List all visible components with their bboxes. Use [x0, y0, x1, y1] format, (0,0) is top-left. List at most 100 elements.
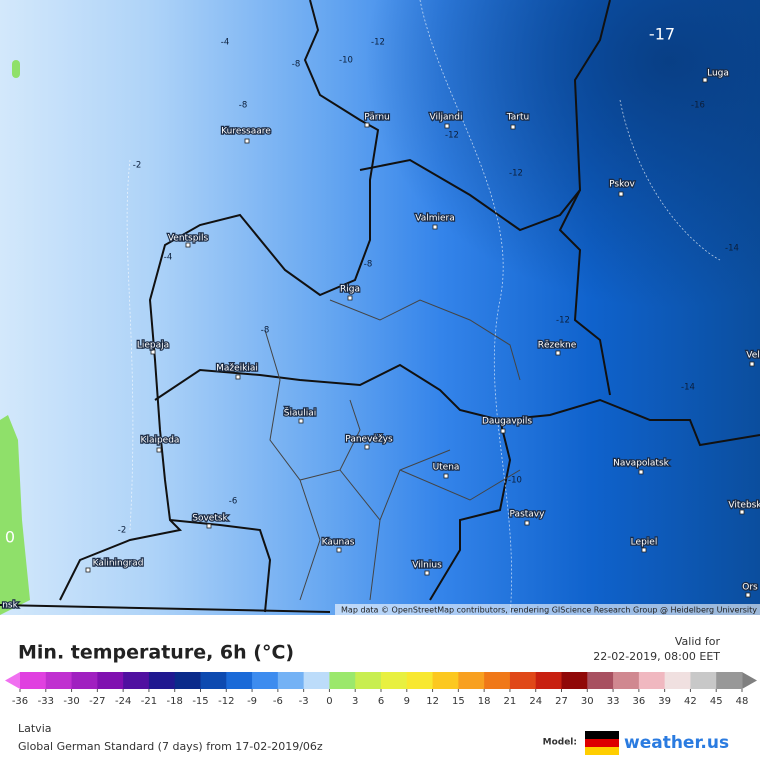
scale-tick-label: -18 — [167, 696, 183, 707]
contour-label: -4 — [164, 253, 172, 263]
region: Latvia — [18, 722, 52, 735]
city-label: Kaliningrad — [93, 559, 144, 569]
city-marker — [702, 77, 708, 83]
scale-segment — [432, 672, 459, 689]
scale-under — [5, 672, 20, 689]
scale-segment — [148, 672, 176, 689]
contour-label: -14 — [681, 383, 695, 393]
scale-segment — [97, 672, 124, 689]
city-label: Lepiel — [631, 538, 658, 548]
scale-segment — [123, 672, 150, 689]
contour-label: -8 — [292, 60, 300, 70]
city-marker — [235, 374, 241, 380]
scale-tick-label: 18 — [478, 696, 491, 707]
scale-tick-label: 42 — [684, 696, 697, 707]
map: Kuressaare Pärnu Viljandi Tartu Luga Pskov Val… — [0, 0, 760, 615]
scale-tick-label: 45 — [710, 696, 723, 707]
city-marker — [364, 122, 370, 128]
city-label: Sovetsk — [192, 514, 228, 524]
scale-tick-label: 30 — [581, 696, 594, 707]
model-label: Model: — [543, 738, 577, 748]
scale-segment — [355, 672, 382, 689]
city-label: Vitebsk — [728, 501, 760, 511]
scale-segment — [716, 672, 743, 689]
city-marker — [500, 428, 506, 434]
attribution-bg — [335, 604, 760, 615]
contour-label: -8 — [364, 260, 372, 270]
city-marker — [432, 224, 438, 230]
city-label: Daugavpils — [482, 417, 532, 427]
valid-time: 22-02-2019, 08:00 EET — [593, 650, 720, 663]
scale-tick-label: -27 — [89, 696, 105, 707]
cold-area — [0, 0, 760, 615]
city-marker — [444, 123, 450, 129]
city-label: Liepaja — [137, 341, 169, 351]
city-marker — [150, 349, 156, 355]
scale-tick-label: 3 — [352, 696, 358, 707]
contour-label: -12 — [556, 316, 570, 326]
scale-segment — [690, 672, 717, 689]
city-label: Kaunas — [322, 538, 355, 548]
scale-segment — [252, 672, 279, 689]
scale-tick-label: -12 — [218, 696, 234, 707]
admin-borders — [264, 299, 521, 601]
scale-segment — [484, 672, 511, 689]
city-label: Mažeikiai — [216, 364, 258, 374]
contour-label: -12 — [371, 38, 385, 48]
city-label: Viljandi — [430, 113, 463, 123]
city-label: Panevėžys — [345, 435, 393, 445]
city-marker — [443, 473, 449, 479]
flag — [585, 731, 619, 755]
scale-segment — [535, 672, 562, 689]
legend: Min. temperature, 6h (°C) Valid for 22-0… — [5, 635, 757, 755]
model-run: Global German Standard (7 days) from 17-… — [18, 740, 323, 753]
city-label: Kuressaare — [221, 127, 271, 137]
scale-tick-label: 24 — [529, 696, 542, 707]
contour-label: -10 — [339, 56, 353, 66]
contour-label: -12 — [509, 169, 523, 179]
scale-tick-label: -3 — [299, 696, 309, 707]
scale-tick-label: 0 — [326, 696, 332, 707]
contour-label: -6 — [229, 497, 237, 507]
scale-segment — [200, 672, 227, 689]
city-label: Pskov — [609, 180, 635, 190]
scale-tick-label: -9 — [247, 696, 257, 707]
warm-area — [0, 415, 30, 615]
contour-label: -16 — [691, 101, 705, 111]
scale-segment — [381, 672, 408, 689]
city-marker — [638, 469, 644, 475]
city-label: Ventspils — [168, 234, 209, 244]
contour-label: -2 — [133, 161, 141, 171]
scale-segment — [226, 672, 253, 689]
city-label: Utena — [433, 463, 460, 473]
contour-label: -14 — [725, 244, 739, 254]
scale-segment — [71, 672, 98, 689]
warm-spot — [12, 60, 20, 78]
city-marker — [298, 418, 304, 424]
scale-tick-label: -36 — [12, 696, 28, 707]
city-marker — [524, 520, 530, 526]
scale-segment — [664, 672, 691, 689]
city-label: Riga — [340, 285, 360, 295]
scale-tick-label: 15 — [452, 696, 465, 707]
city-marker — [745, 592, 751, 598]
scale-segment — [458, 672, 485, 689]
scale-tick-label: -33 — [38, 696, 54, 707]
city-marker — [749, 361, 755, 367]
scale-tick-label: 33 — [607, 696, 620, 707]
scale-tick-label: 12 — [426, 696, 439, 707]
scale-segment — [406, 672, 434, 689]
brand: weather.us — [624, 733, 729, 753]
city-marker — [641, 547, 647, 553]
city-marker — [618, 191, 624, 197]
contour-label: 0 — [5, 528, 15, 547]
contour-label: -8 — [239, 101, 247, 111]
contour-label: -4 — [221, 38, 229, 48]
city-label: Tartu — [506, 113, 529, 123]
scale-tick-label: 36 — [632, 696, 645, 707]
city-label: Pastavy — [510, 510, 546, 520]
contours — [126, 0, 721, 615]
scale-tick-label: 27 — [555, 696, 568, 707]
scale-segment — [587, 672, 614, 689]
scale-segment — [638, 672, 666, 689]
